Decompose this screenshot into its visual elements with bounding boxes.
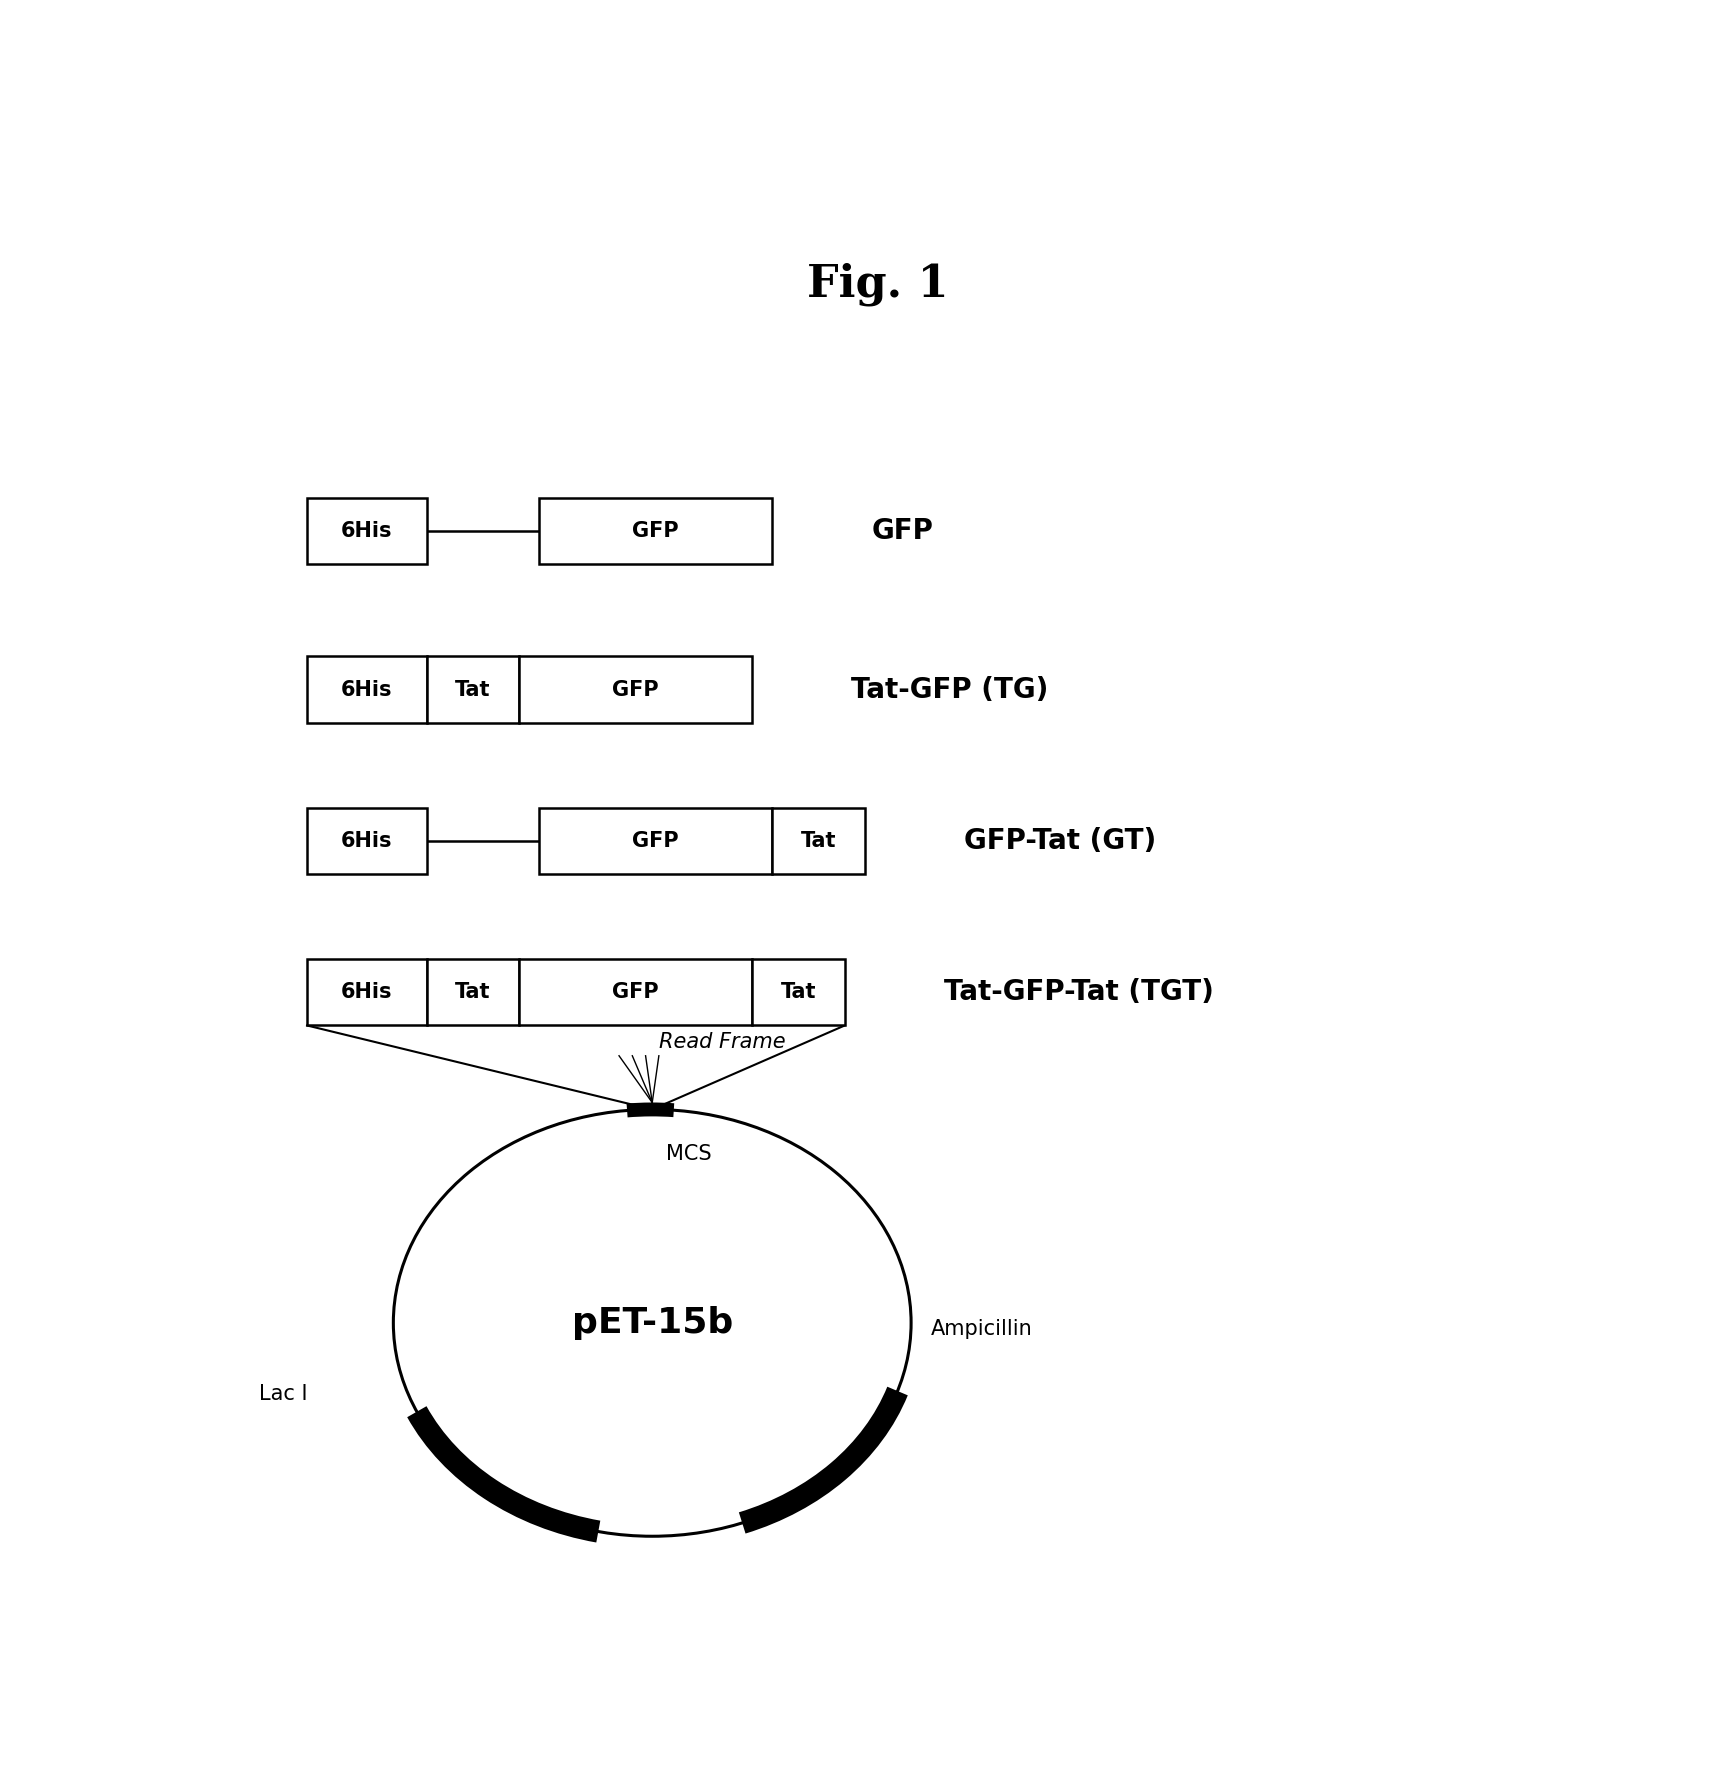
Text: 6His: 6His [341, 522, 392, 542]
Text: GFP: GFP [632, 522, 678, 542]
Bar [540, 499, 771, 565]
Text: pET-15b: pET-15b [572, 1305, 733, 1339]
Text: Lac I: Lac I [259, 1384, 307, 1404]
Text: 6His: 6His [341, 831, 392, 851]
Bar [307, 499, 427, 565]
Bar [752, 960, 845, 1026]
Bar [771, 808, 865, 874]
Text: Fig. 1: Fig. 1 [807, 263, 949, 306]
Bar [307, 960, 427, 1026]
Text: GFP: GFP [612, 679, 660, 699]
Text: Tat: Tat [781, 982, 815, 1003]
Bar [307, 656, 427, 722]
Text: GFP: GFP [612, 982, 660, 1003]
Text: Tat: Tat [456, 982, 490, 1003]
Text: GFP-Tat (GT): GFP-Tat (GT) [964, 828, 1156, 855]
Text: Tat-GFP (TG): Tat-GFP (TG) [851, 676, 1048, 703]
Text: MCS: MCS [666, 1144, 711, 1164]
Bar [307, 808, 427, 874]
Bar [427, 960, 519, 1026]
Text: 6His: 6His [341, 982, 392, 1003]
Text: 6His: 6His [341, 679, 392, 699]
Text: GFP: GFP [632, 831, 678, 851]
Bar [519, 960, 752, 1026]
Bar [540, 808, 771, 874]
Text: Tat-GFP-Tat (TGT): Tat-GFP-Tat (TGT) [944, 978, 1215, 1007]
Text: Tat: Tat [456, 679, 490, 699]
Text: Read Frame: Read Frame [660, 1032, 786, 1051]
Text: GFP: GFP [872, 517, 934, 545]
Text: Ampicillin: Ampicillin [932, 1318, 1033, 1339]
Bar [519, 656, 752, 722]
Bar [427, 656, 519, 722]
Text: Tat: Tat [800, 831, 836, 851]
Ellipse shape [394, 1109, 911, 1536]
